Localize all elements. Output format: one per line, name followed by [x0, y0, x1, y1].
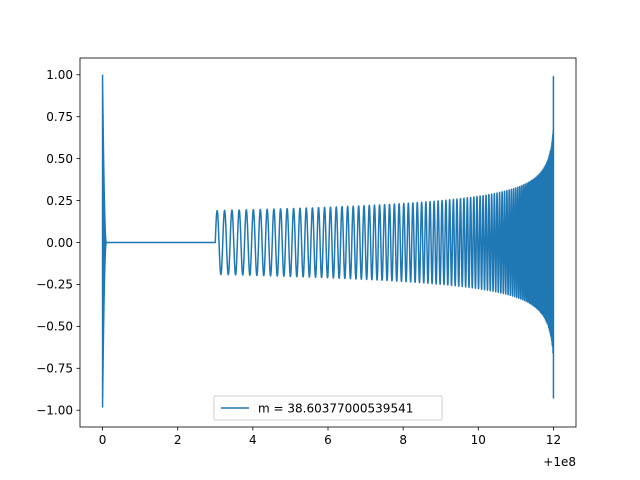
- y-tick-label: −0.25: [36, 278, 73, 292]
- x-tick-label: 6: [324, 433, 332, 447]
- x-tick-label: 8: [399, 433, 407, 447]
- series-line: [101, 74, 555, 408]
- x-axis: 0 2 4 6 8 10 12: [99, 427, 561, 447]
- x-tick-label: 0: [99, 433, 107, 447]
- x-tick-label: 12: [546, 433, 561, 447]
- y-tick-label: −1.00: [36, 404, 73, 418]
- y-tick-label: 0.00: [46, 236, 73, 250]
- y-axis: 1.00 0.75 0.50 0.25 0.00 −0.25 −0.50 −0.75 −1.00: [36, 68, 80, 418]
- y-tick-label: 0.25: [46, 194, 73, 208]
- x-axis-offset-label: +1e8: [543, 455, 576, 469]
- x-tick-label: 10: [471, 433, 486, 447]
- y-tick-label: −0.75: [36, 362, 73, 376]
- y-tick-label: 0.75: [46, 110, 73, 124]
- y-tick-label: 1.00: [46, 68, 73, 82]
- y-tick-label: −0.50: [36, 320, 73, 334]
- legend: m = 38.60377000539541: [213, 395, 443, 421]
- x-tick-label: 4: [249, 433, 257, 447]
- legend-box: [213, 395, 443, 421]
- legend-entry-label: m = 38.60377000539541: [258, 402, 413, 416]
- y-tick-label: 0.50: [46, 152, 73, 166]
- x-tick-label: 2: [174, 433, 182, 447]
